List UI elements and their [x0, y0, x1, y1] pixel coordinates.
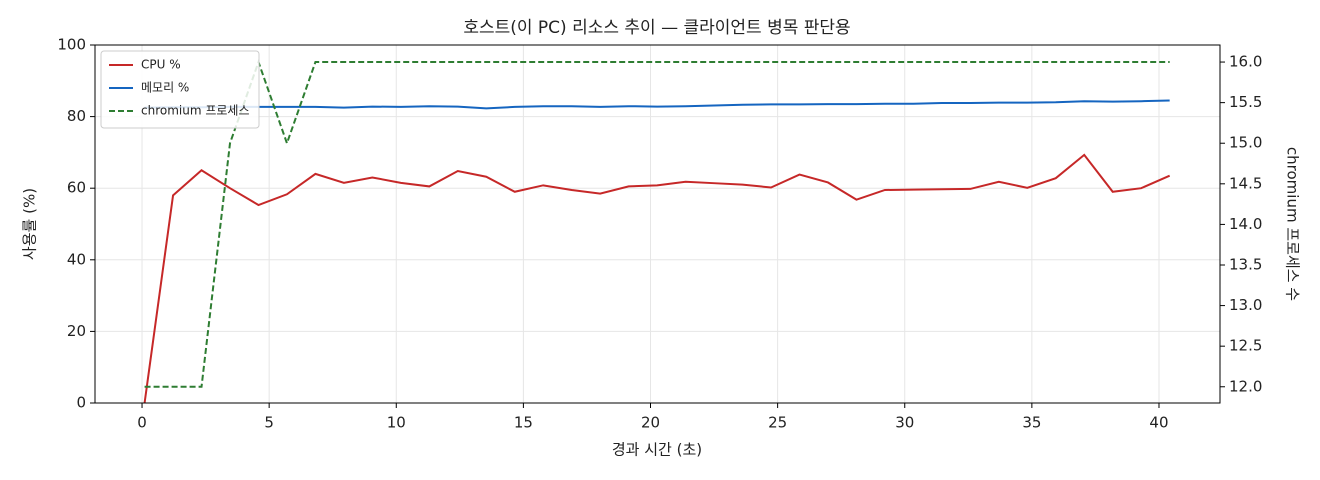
y-tick-label: 60 [67, 179, 86, 197]
legend-box [100, 50, 260, 129]
y-tick-label: 40 [67, 250, 86, 268]
x-tick-label: 40 [1149, 414, 1168, 432]
legend-label: CPU % [141, 58, 181, 72]
series-line [144, 99, 1170, 110]
x-tick-label: 10 [387, 414, 406, 432]
y2-tick-label: 13.5 [1229, 255, 1262, 273]
y2-tick-label: 14.0 [1229, 215, 1262, 233]
x-tick-label: 0 [137, 414, 147, 432]
plot-frame [94, 44, 1221, 404]
series-line [144, 59, 1170, 388]
y-tick-label: 80 [67, 107, 86, 125]
y-tick-label: 100 [57, 36, 86, 54]
y2-tick-label: 16.0 [1229, 53, 1262, 71]
x-axis-label: 경과 시간 (초) [612, 441, 702, 459]
y-axis-label: 사용률 (%) [21, 188, 39, 260]
x-tick-label: 20 [641, 414, 660, 432]
x-tick-label: 30 [895, 414, 914, 432]
y2-tick-label: 13.0 [1229, 296, 1262, 314]
x-tick-label: 25 [768, 414, 787, 432]
x-tick-label: 15 [514, 414, 533, 432]
x-tick-label: 5 [264, 414, 274, 432]
y2-tick-label: 14.5 [1229, 174, 1262, 192]
y2-tick-label: 15.0 [1229, 134, 1262, 152]
y2-axis-label: chromium 프로세스 수 [1284, 147, 1302, 301]
legend-label: 메모리 % [141, 81, 189, 95]
legend-label: chromium 프로세스 [141, 104, 250, 118]
y2-tick-label: 12.0 [1229, 377, 1262, 395]
chart-title: 호스트(이 PC) 리소스 추이 — 클라이언트 병목 판단용 [463, 18, 850, 38]
x-tick-label: 35 [1022, 414, 1041, 432]
y2-tick-label: 15.5 [1229, 93, 1262, 111]
y-tick-label: 0 [76, 394, 86, 412]
y2-tick-label: 12.5 [1229, 337, 1262, 355]
y-tick-label: 20 [67, 322, 86, 340]
series-line [143, 153, 1171, 404]
